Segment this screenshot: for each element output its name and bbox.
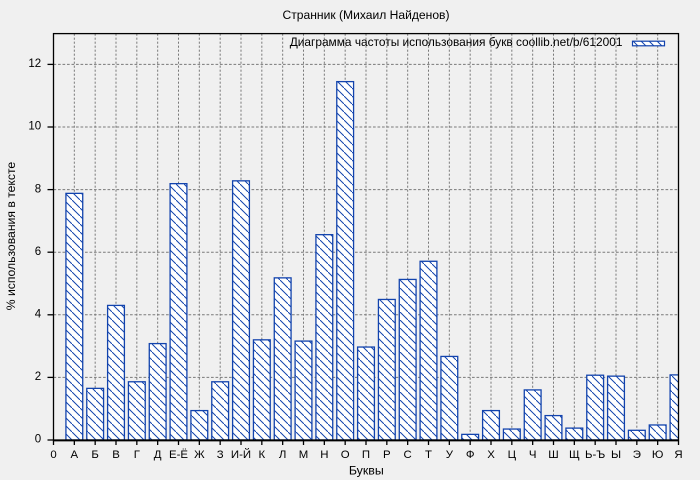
svg-text:Я: Я [674, 449, 682, 461]
svg-text:Г: Г [134, 449, 140, 461]
svg-text:П: П [362, 449, 370, 461]
svg-text:Р: Р [383, 449, 391, 461]
svg-text:Ы: Ы [611, 449, 621, 461]
svg-text:Б: Б [91, 449, 98, 461]
svg-text:З: З [217, 449, 224, 461]
svg-text:Диаграмма частоты использовани: Диаграмма частоты использования букв coo… [290, 35, 623, 49]
svg-text:К: К [259, 449, 266, 461]
svg-text:4: 4 [35, 309, 42, 321]
svg-text:Л: Л [279, 449, 286, 461]
svg-text:У: У [446, 449, 454, 461]
svg-text:Ь-Ъ: Ь-Ъ [585, 449, 605, 461]
svg-text:А: А [71, 449, 79, 461]
svg-text:8: 8 [35, 183, 41, 195]
svg-text:12: 12 [28, 58, 41, 70]
svg-text:0: 0 [50, 449, 56, 461]
svg-text:Ц: Ц [508, 449, 517, 461]
svg-text:В: В [112, 449, 120, 461]
svg-text:Т: Т [425, 449, 432, 461]
svg-text:Э: Э [633, 449, 641, 461]
svg-text:М: М [299, 449, 309, 461]
svg-text:Х: Х [487, 449, 495, 461]
svg-text:% использования в тексте: % использования в тексте [4, 162, 18, 311]
svg-text:Щ: Щ [569, 449, 580, 461]
svg-text:Ч: Ч [529, 449, 537, 461]
svg-text:Ж: Ж [194, 449, 205, 461]
svg-text:Странник (Михаил Найденов): Странник (Михаил Найденов) [282, 8, 449, 22]
svg-text:10: 10 [28, 121, 41, 133]
svg-text:Ф: Ф [466, 449, 475, 461]
svg-text:6: 6 [35, 246, 41, 258]
svg-text:И-Й: И-Й [231, 448, 251, 461]
svg-text:О: О [341, 449, 350, 461]
svg-text:Ю: Ю [652, 449, 664, 461]
svg-text:Н: Н [320, 449, 328, 461]
svg-text:Д: Д [154, 449, 162, 461]
svg-text:2: 2 [35, 371, 41, 383]
svg-text:С: С [404, 449, 412, 461]
svg-text:Ш: Ш [548, 449, 558, 461]
svg-text:Е-Ё: Е-Ё [169, 449, 188, 461]
svg-text:0: 0 [35, 434, 41, 446]
svg-text:Буквы: Буквы [349, 463, 384, 477]
